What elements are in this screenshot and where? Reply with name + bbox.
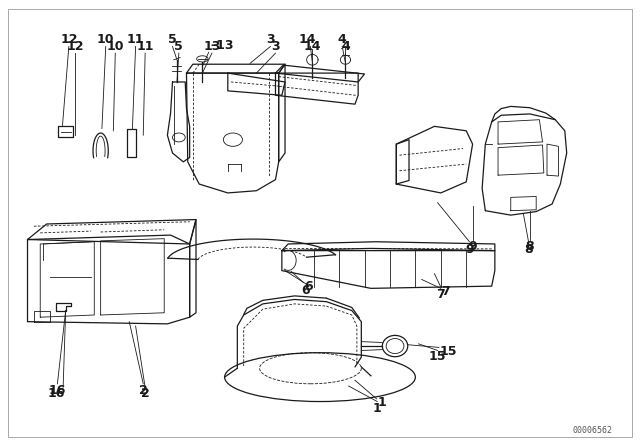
Text: 3: 3 <box>266 34 275 47</box>
Text: –13: –13 <box>211 39 234 52</box>
Text: 12: 12 <box>60 34 77 47</box>
Text: 4: 4 <box>338 34 347 47</box>
Text: 2: 2 <box>139 384 148 397</box>
Text: 5: 5 <box>175 40 183 53</box>
Text: 14: 14 <box>303 40 321 53</box>
Text: 7: 7 <box>436 289 445 302</box>
Text: 6: 6 <box>304 280 313 293</box>
Text: 6: 6 <box>301 284 310 297</box>
Text: 11: 11 <box>127 34 145 47</box>
Text: 3: 3 <box>271 40 280 53</box>
Text: 4: 4 <box>341 40 350 53</box>
Text: 1: 1 <box>377 396 386 409</box>
Text: 9: 9 <box>465 243 474 256</box>
Text: 10: 10 <box>106 40 124 53</box>
Text: 8: 8 <box>524 243 533 256</box>
Text: 11: 11 <box>136 40 154 53</box>
Text: 13: 13 <box>204 40 221 53</box>
Text: 15: 15 <box>440 345 457 358</box>
Text: 16: 16 <box>47 388 65 401</box>
Text: 10: 10 <box>97 34 115 47</box>
Text: 8: 8 <box>525 240 534 253</box>
Text: 00006562: 00006562 <box>573 426 612 435</box>
Text: 2: 2 <box>141 388 150 401</box>
Text: 5: 5 <box>168 34 177 47</box>
Text: 7: 7 <box>441 285 449 298</box>
Text: 9: 9 <box>468 240 477 253</box>
Text: 12: 12 <box>67 40 84 53</box>
Text: 15: 15 <box>429 350 446 363</box>
Text: 16: 16 <box>49 384 66 397</box>
Text: 14: 14 <box>298 34 316 47</box>
Text: 1: 1 <box>373 401 381 414</box>
